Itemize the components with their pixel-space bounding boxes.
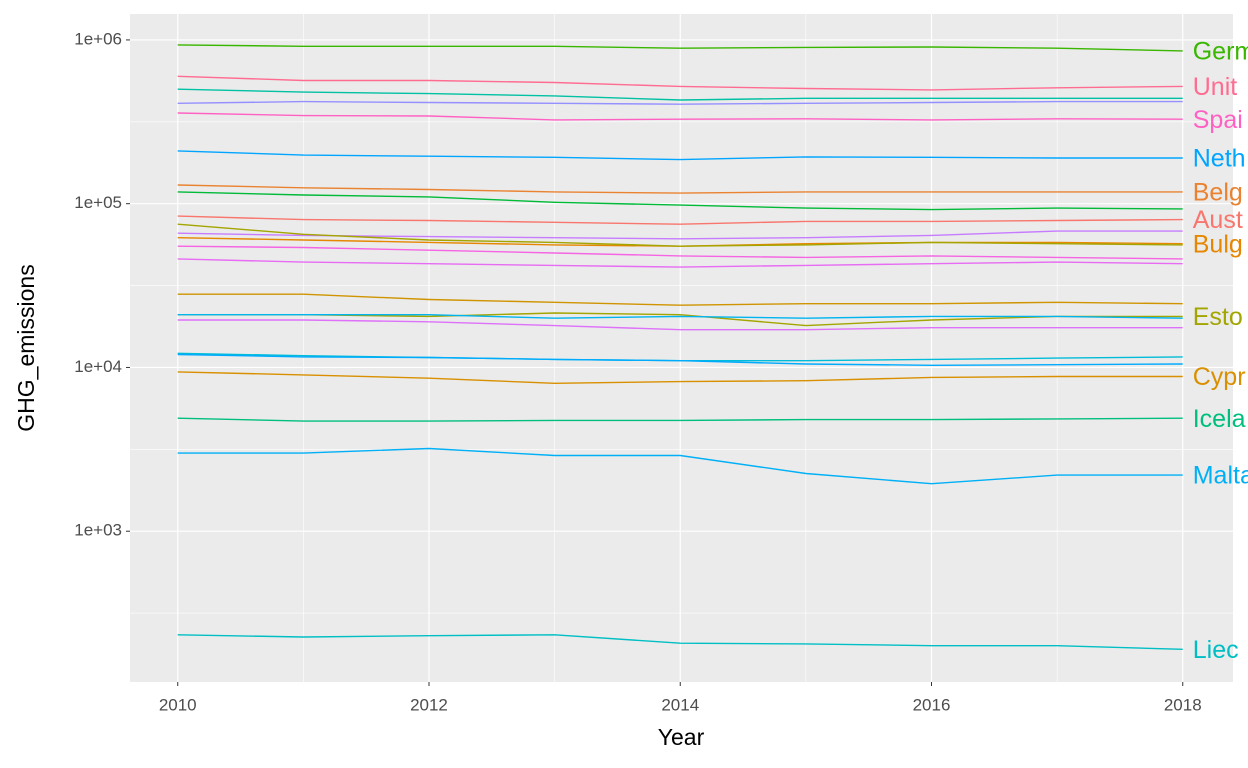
- series-label: Spai: [1193, 106, 1243, 134]
- series-line: [177, 184, 1183, 194]
- series-label: Bulg: [1193, 230, 1243, 258]
- series-line: [177, 112, 1183, 121]
- series-label: Esto: [1193, 303, 1243, 331]
- series-label: Aust: [1193, 206, 1243, 234]
- series-line: [177, 634, 1183, 650]
- x-tick-label: 2014: [661, 695, 699, 714]
- series-line: [177, 371, 1183, 385]
- series-line: [177, 75, 1183, 91]
- series-label: Unit: [1193, 73, 1238, 101]
- series-line: [177, 215, 1183, 225]
- series-label: Cypr: [1193, 363, 1246, 391]
- series-label: Malta: [1193, 462, 1248, 490]
- series-line: [177, 319, 1183, 331]
- x-tick-label: 2012: [410, 695, 448, 714]
- series-label: Belg: [1193, 179, 1243, 207]
- y-axis-title: GHG_emissions: [13, 264, 39, 431]
- series-label: Liec: [1193, 636, 1239, 664]
- series-line: [177, 223, 1183, 247]
- series-line: [177, 353, 1183, 367]
- series-line: [177, 191, 1183, 211]
- y-tick-label: 1e+06: [74, 29, 122, 48]
- series-line: [177, 447, 1183, 485]
- x-tick-label: 2018: [1164, 695, 1202, 714]
- series-line: [177, 293, 1183, 306]
- x-axis-title: Year: [658, 724, 705, 750]
- series-line: [177, 88, 1183, 101]
- series-label: Neth: [1193, 145, 1246, 173]
- series-label: Icela: [1193, 405, 1246, 433]
- series-line: [177, 245, 1183, 260]
- series-line: [177, 258, 1183, 268]
- x-tick-label: 2010: [159, 695, 197, 714]
- series-label: Germ: [1193, 38, 1248, 66]
- panel: [130, 14, 1233, 682]
- series-line: [177, 314, 1183, 319]
- series-line: [177, 44, 1183, 52]
- series-line: [177, 417, 1183, 422]
- y-tick-label: 1e+04: [74, 357, 122, 376]
- x-tick-label: 2016: [913, 695, 951, 714]
- series-line: [177, 150, 1183, 161]
- y-tick-label: 1e+03: [74, 521, 122, 540]
- series-line: [177, 100, 1183, 105]
- y-tick-label: 1e+05: [74, 193, 122, 212]
